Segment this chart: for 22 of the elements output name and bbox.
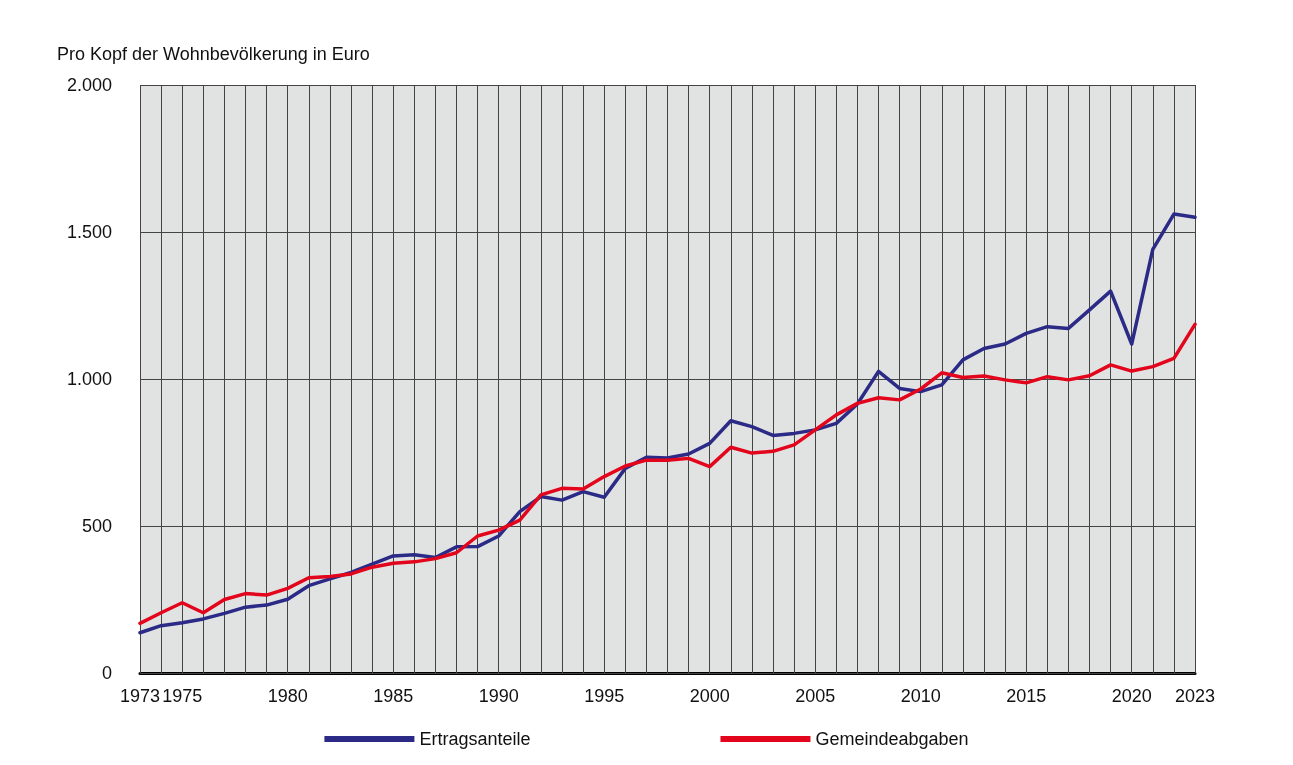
x-tick-label: 2020 — [1111, 686, 1152, 706]
y-axis-title: Pro Kopf der Wohnbevölkerung in Euro — [57, 44, 370, 64]
y-tick-label: 2.000 — [66, 75, 112, 95]
x-tick-label: 2010 — [900, 686, 941, 706]
legend-label: Gemeindeabgaben — [815, 729, 969, 749]
x-tick-label: 1975 — [162, 686, 203, 706]
y-tick-label: 0 — [101, 663, 112, 683]
line-series — [138, 212, 1197, 635]
x-tick-label: 1980 — [267, 686, 308, 706]
y-tick-label: 500 — [81, 516, 112, 536]
legend-label: Ertragsanteile — [419, 729, 531, 749]
line-series — [138, 322, 1197, 626]
y-tick-label: 1.500 — [66, 222, 112, 242]
x-tick-label: 1973 — [119, 686, 161, 706]
x-tick-label: 2000 — [689, 686, 730, 706]
x-tick-label: 2023 — [1174, 686, 1216, 706]
x-tick-label: 1985 — [373, 686, 414, 706]
x-tick-label: 2015 — [1006, 686, 1047, 706]
y-tick-label: 1.000 — [66, 369, 112, 389]
x-tick-label: 2005 — [795, 686, 836, 706]
x-tick-label: 1995 — [584, 686, 625, 706]
x-tick-label: 1990 — [478, 686, 519, 706]
